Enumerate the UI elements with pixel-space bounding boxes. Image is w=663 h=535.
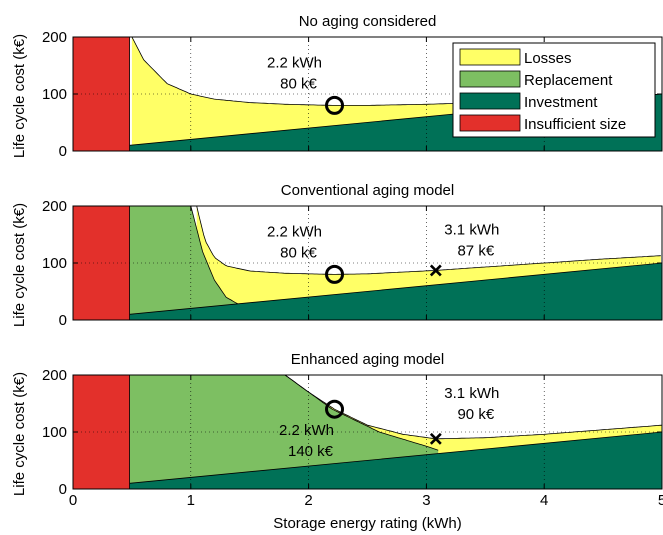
annotation-cost: 140 k€ bbox=[288, 443, 334, 460]
panel-title: Enhanced aging model bbox=[291, 351, 444, 368]
legend: Losses Replacement Investment Insufficient … bbox=[452, 42, 656, 138]
x-tick-label: 3 bbox=[422, 492, 430, 509]
y-tick-label: 200 bbox=[42, 367, 67, 384]
y-tick-label: 200 bbox=[42, 198, 67, 215]
annotation-cost: 90 k€ bbox=[457, 406, 494, 423]
replacement-area bbox=[129, 375, 439, 484]
optimum-circle-marker bbox=[325, 95, 345, 115]
losses-area bbox=[196, 206, 661, 304]
y-tick-label: 0 bbox=[59, 312, 67, 329]
replacement-boundary bbox=[129, 375, 439, 451]
investment-boundary bbox=[129, 262, 662, 315]
losses-area bbox=[285, 375, 662, 454]
panel-title: Conventional aging model bbox=[281, 182, 454, 199]
x-tick-label: 5 bbox=[658, 492, 663, 509]
replacement-boundary bbox=[129, 206, 239, 305]
legend-label: Replacement bbox=[524, 72, 613, 89]
legend-swatch bbox=[459, 92, 521, 110]
panel-title: No aging considered bbox=[299, 13, 437, 30]
legend-label: Losses bbox=[524, 50, 572, 67]
annotation-cost: 80 k€ bbox=[280, 75, 317, 92]
optimum-cross-marker bbox=[429, 264, 442, 277]
grid bbox=[73, 206, 662, 320]
investment-area bbox=[129, 432, 662, 489]
legend-swatch bbox=[459, 48, 521, 66]
x-tick-label: 1 bbox=[187, 492, 195, 509]
y-tick-label: 100 bbox=[42, 86, 67, 103]
annotation-energy: 3.1 kWh bbox=[444, 221, 499, 238]
annotation-cost: 80 k€ bbox=[280, 244, 317, 261]
y-axis-label: Life cycle cost (k€) bbox=[11, 372, 28, 496]
y-axis-label: Life cycle cost (k€) bbox=[11, 203, 28, 327]
x-tick-label: 4 bbox=[540, 492, 548, 509]
optimum-circle-marker bbox=[325, 399, 345, 419]
annotation-cost: 87 k€ bbox=[457, 242, 494, 259]
annotation-energy: 2.2 kWh bbox=[279, 422, 334, 439]
total-cost-curve bbox=[284, 375, 662, 440]
y-tick-label: 100 bbox=[42, 255, 67, 272]
legend-label: Investment bbox=[524, 94, 598, 111]
optimum-circle-marker bbox=[325, 264, 345, 284]
annotation-energy: 2.2 kWh bbox=[267, 223, 322, 240]
y-tick-label: 0 bbox=[59, 481, 67, 498]
legend-label: Insufficient size bbox=[524, 116, 626, 133]
x-tick-label: 0 bbox=[69, 492, 77, 509]
y-axis-label: Life cycle cost (k€) bbox=[11, 34, 28, 158]
losses-area bbox=[131, 37, 662, 146]
investment-boundary bbox=[129, 431, 662, 484]
panel-3: 0 100 200 0 1 2 3 4 5 Enhanced aging model Life cy… bbox=[11, 351, 663, 509]
investment-area bbox=[129, 263, 662, 320]
optimum-cross-marker bbox=[429, 432, 442, 445]
y-tick-label: 200 bbox=[42, 29, 67, 46]
total-cost-curve bbox=[196, 206, 661, 275]
y-tick-label: 100 bbox=[42, 424, 67, 441]
annotation-energy: 3.1 kWh bbox=[444, 385, 499, 402]
legend-swatch bbox=[459, 70, 521, 88]
legend-swatch bbox=[459, 114, 521, 132]
y-tick-label: 0 bbox=[59, 143, 67, 160]
x-tick-label: 2 bbox=[304, 492, 312, 509]
plot-area bbox=[73, 206, 662, 320]
panel-1: 0 100 200 No aging considered Life cycle cos… bbox=[11, 13, 663, 160]
grid bbox=[73, 375, 662, 489]
panel-2: 0 100 200 Conventional aging model Life cycl… bbox=[11, 182, 663, 329]
replacement-area bbox=[129, 206, 238, 315]
annotation-energy: 2.2 kWh bbox=[267, 54, 322, 71]
x-axis-label: Storage energy rating (kWh) bbox=[273, 515, 461, 532]
